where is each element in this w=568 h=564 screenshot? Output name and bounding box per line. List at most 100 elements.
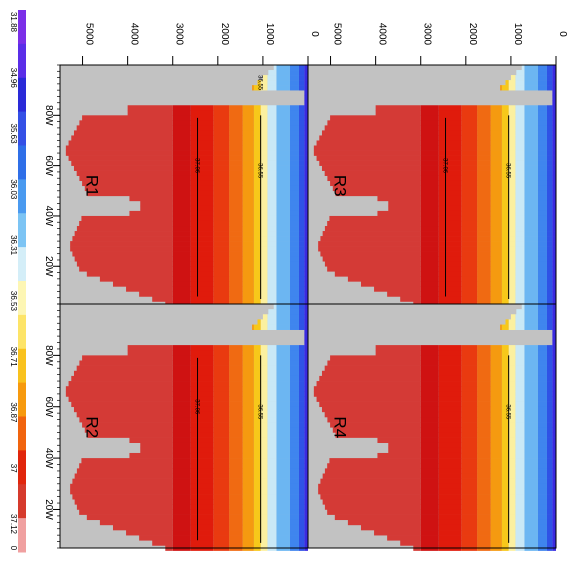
salinity-cell — [461, 468, 478, 474]
salinity-cell — [537, 375, 547, 382]
salinity-cell — [190, 442, 214, 449]
salinity-cell — [242, 226, 254, 232]
salinity-cell — [190, 115, 214, 121]
salinity-cell — [289, 360, 299, 366]
salinity-cell — [477, 535, 491, 541]
salinity-cell — [229, 170, 243, 176]
salinity-cell — [267, 355, 277, 361]
salinity-cell — [438, 135, 462, 141]
salinity-cell — [253, 170, 261, 176]
salinity-cell — [524, 145, 538, 151]
salinity-cell — [213, 200, 230, 207]
salinity-cell — [490, 231, 502, 237]
salinity-cell — [313, 150, 421, 156]
salinity-cell — [461, 165, 478, 171]
salinity-cell — [461, 215, 478, 222]
salinity-cell — [253, 345, 261, 351]
salinity-cell — [298, 473, 305, 479]
salinity-cell — [320, 251, 421, 257]
salinity-cell — [501, 190, 509, 197]
salinity-cell — [546, 145, 553, 151]
salinity-cell — [304, 309, 308, 315]
salinity-cell — [172, 458, 191, 464]
salinity-cell — [242, 365, 254, 372]
salinity-cell — [229, 291, 243, 297]
salinity-cell — [172, 452, 191, 459]
salinity-cell — [461, 190, 478, 197]
salinity-cell — [490, 494, 502, 500]
salinity-cell — [253, 370, 261, 377]
salinity-cell — [524, 422, 538, 428]
salinity-cell — [260, 499, 268, 505]
salinity-cell — [260, 251, 268, 257]
salinity-cell — [524, 105, 538, 111]
salinity-cell — [172, 442, 191, 449]
salinity-cell — [501, 386, 509, 392]
salinity-cell — [267, 350, 277, 356]
salinity-cell — [546, 473, 553, 479]
salinity-cell — [477, 246, 491, 252]
salinity-cell — [501, 427, 509, 433]
salinity-cell — [515, 478, 525, 485]
salinity-cell — [289, 432, 299, 438]
salinity-cell — [537, 355, 547, 361]
salinity-cell — [546, 504, 553, 510]
salinity-cell — [537, 345, 547, 351]
salinity-cell — [461, 205, 478, 212]
salinity-cell — [267, 360, 277, 366]
salinity-cell — [190, 406, 214, 413]
salinity-cell — [438, 170, 462, 176]
salinity-cell — [438, 175, 462, 182]
salinity-cell — [477, 125, 491, 131]
salinity-cell — [552, 261, 556, 267]
salinity-cell — [508, 261, 516, 267]
salinity-cell — [298, 488, 305, 495]
colorbar-tick-label: 35.63 — [9, 124, 18, 145]
salinity-cell — [213, 190, 230, 197]
salinity-cell — [253, 195, 261, 202]
salinity-cell — [260, 442, 268, 449]
salinity-cell — [229, 246, 243, 252]
salinity-cell — [524, 200, 538, 207]
salinity-cell — [508, 200, 516, 207]
salinity-cell — [420, 432, 439, 438]
salinity-cell — [260, 246, 268, 252]
salinity-cell — [420, 220, 439, 227]
salinity-cell — [242, 145, 254, 151]
salinity-cell — [79, 509, 173, 515]
salinity-cell — [537, 411, 547, 418]
salinity-cell — [253, 150, 261, 156]
salinity-cell — [289, 422, 299, 428]
salinity-cell — [112, 281, 173, 287]
salinity-cell — [304, 85, 308, 91]
salinity-cell — [172, 509, 191, 515]
salinity-cell — [152, 296, 173, 302]
salinity-cell — [477, 350, 491, 356]
salinity-cell — [276, 205, 290, 212]
salinity-cell — [461, 488, 478, 495]
salinity-cell — [267, 422, 277, 428]
salinity-cell — [213, 488, 230, 495]
salinity-cell — [289, 160, 299, 166]
salinity-cell — [508, 241, 516, 247]
salinity-cell — [260, 509, 268, 515]
salinity-cell — [289, 286, 299, 292]
salinity-cell — [260, 170, 268, 176]
salinity-cell — [276, 120, 290, 126]
salinity-cell — [461, 226, 478, 232]
salinity-cell — [501, 391, 509, 397]
salinity-cell — [242, 291, 254, 297]
salinity-cell — [276, 190, 290, 197]
salinity-cell — [172, 195, 191, 202]
salinity-cell — [289, 406, 299, 413]
salinity-cell — [298, 524, 305, 531]
salinity-cell — [420, 105, 439, 111]
salinity-cell — [172, 220, 191, 227]
salinity-cell — [388, 200, 421, 207]
salinity-cell — [420, 427, 439, 433]
salinity-cell — [524, 226, 538, 232]
salinity-cell — [552, 463, 556, 469]
salinity-cell — [276, 200, 290, 207]
salinity-cell — [477, 165, 491, 171]
salinity-cell — [68, 396, 173, 402]
